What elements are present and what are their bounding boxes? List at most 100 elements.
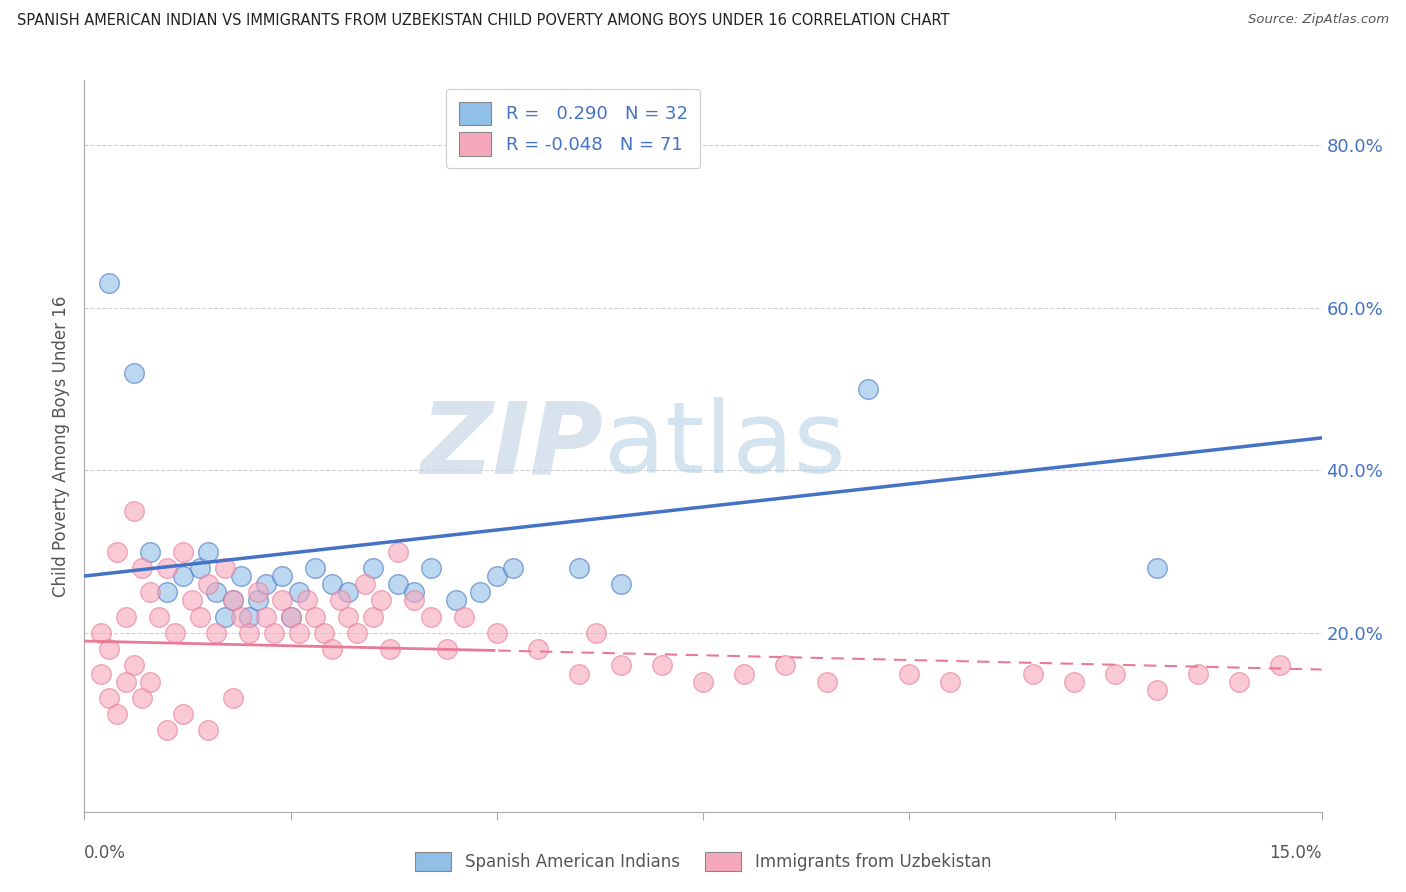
Point xyxy=(222,593,245,607)
Point xyxy=(527,642,550,657)
Point xyxy=(280,609,302,624)
Legend: Spanish American Indians, Immigrants from Uzbekistan: Spanish American Indians, Immigrants fro… xyxy=(406,843,1000,880)
Point xyxy=(197,544,219,558)
Point xyxy=(139,674,162,689)
Point xyxy=(337,585,360,599)
Point xyxy=(1063,674,1085,689)
Point xyxy=(733,666,755,681)
Point xyxy=(856,382,879,396)
Point xyxy=(98,642,121,657)
Point xyxy=(329,593,352,607)
Point xyxy=(205,585,228,599)
Point xyxy=(205,626,228,640)
Point xyxy=(346,626,368,640)
Point xyxy=(404,585,426,599)
Point xyxy=(156,585,179,599)
Point xyxy=(90,666,112,681)
Point xyxy=(304,609,326,624)
Point xyxy=(246,585,269,599)
Point xyxy=(1227,674,1250,689)
Point xyxy=(692,674,714,689)
Point xyxy=(1022,666,1045,681)
Point xyxy=(156,561,179,575)
Point xyxy=(222,593,245,607)
Point xyxy=(98,690,121,705)
Point xyxy=(378,642,401,657)
Point xyxy=(105,544,128,558)
Point xyxy=(288,626,311,640)
Point xyxy=(353,577,375,591)
Point xyxy=(1187,666,1209,681)
Point xyxy=(568,561,591,575)
Point xyxy=(131,561,153,575)
Point xyxy=(939,674,962,689)
Point xyxy=(361,609,384,624)
Point xyxy=(172,707,194,722)
Point xyxy=(156,723,179,738)
Point xyxy=(188,609,211,624)
Point xyxy=(1146,682,1168,697)
Point xyxy=(337,609,360,624)
Point xyxy=(568,666,591,681)
Point xyxy=(321,577,343,591)
Point xyxy=(898,666,921,681)
Point xyxy=(304,561,326,575)
Point xyxy=(288,585,311,599)
Point xyxy=(131,690,153,705)
Point xyxy=(246,593,269,607)
Point xyxy=(444,593,467,607)
Point xyxy=(485,626,508,640)
Text: Source: ZipAtlas.com: Source: ZipAtlas.com xyxy=(1249,13,1389,27)
Text: SPANISH AMERICAN INDIAN VS IMMIGRANTS FROM UZBEKISTAN CHILD POVERTY AMONG BOYS U: SPANISH AMERICAN INDIAN VS IMMIGRANTS FR… xyxy=(17,13,949,29)
Text: ZIP: ZIP xyxy=(420,398,605,494)
Point xyxy=(90,626,112,640)
Point xyxy=(197,723,219,738)
Point xyxy=(254,609,277,624)
Point xyxy=(651,658,673,673)
Point xyxy=(238,609,260,624)
Point xyxy=(139,544,162,558)
Point xyxy=(271,569,294,583)
Point xyxy=(271,593,294,607)
Point xyxy=(485,569,508,583)
Point xyxy=(295,593,318,607)
Point xyxy=(775,658,797,673)
Point xyxy=(122,366,145,380)
Point xyxy=(214,561,236,575)
Point xyxy=(312,626,335,640)
Point xyxy=(180,593,202,607)
Point xyxy=(387,544,409,558)
Point xyxy=(122,504,145,518)
Point xyxy=(238,626,260,640)
Point xyxy=(214,609,236,624)
Point xyxy=(139,585,162,599)
Point xyxy=(502,561,524,575)
Text: atlas: atlas xyxy=(605,398,845,494)
Point xyxy=(419,561,441,575)
Point xyxy=(1146,561,1168,575)
Point xyxy=(585,626,607,640)
Point xyxy=(114,609,136,624)
Point xyxy=(229,569,252,583)
Point xyxy=(453,609,475,624)
Y-axis label: Child Poverty Among Boys Under 16: Child Poverty Among Boys Under 16 xyxy=(52,295,70,597)
Point xyxy=(387,577,409,591)
Point xyxy=(404,593,426,607)
Point xyxy=(122,658,145,673)
Point xyxy=(370,593,392,607)
Point xyxy=(419,609,441,624)
Point xyxy=(105,707,128,722)
Point xyxy=(436,642,458,657)
Point xyxy=(188,561,211,575)
Point xyxy=(1270,658,1292,673)
Point xyxy=(361,561,384,575)
Point xyxy=(280,609,302,624)
Point xyxy=(263,626,285,640)
Point xyxy=(222,690,245,705)
Point xyxy=(197,577,219,591)
Text: 15.0%: 15.0% xyxy=(1270,844,1322,863)
Point xyxy=(609,658,631,673)
Point xyxy=(172,569,194,583)
Point xyxy=(254,577,277,591)
Point xyxy=(165,626,187,640)
